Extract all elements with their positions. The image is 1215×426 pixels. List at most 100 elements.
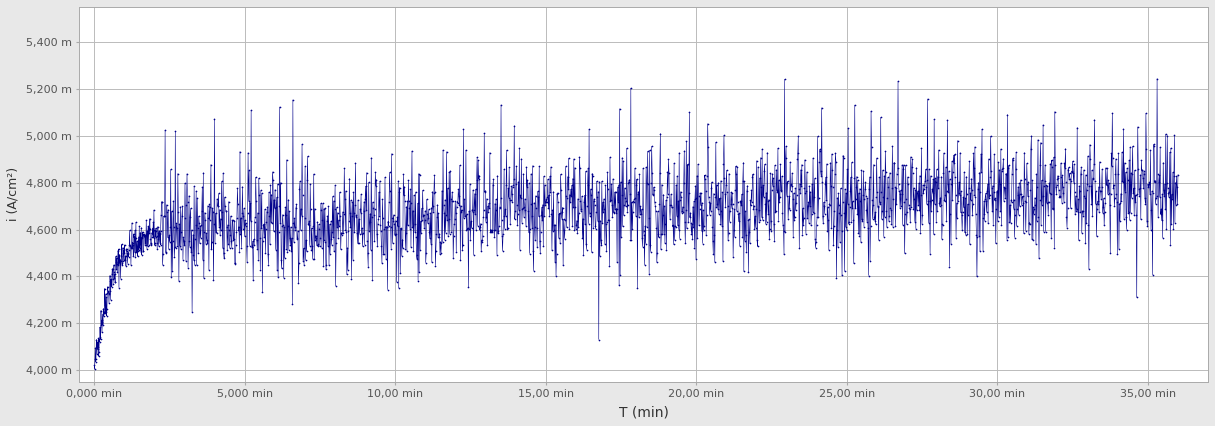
Point xyxy=(626,165,645,172)
Point xyxy=(146,227,165,234)
Point xyxy=(598,219,617,225)
Point xyxy=(391,225,411,232)
Point xyxy=(153,250,173,257)
Point xyxy=(372,228,391,235)
Point xyxy=(702,178,722,185)
Point xyxy=(1016,198,1035,205)
Point xyxy=(224,235,243,242)
Point xyxy=(584,198,604,205)
Point xyxy=(882,185,902,192)
Point xyxy=(1081,182,1101,189)
Point xyxy=(1121,170,1141,176)
Point xyxy=(785,185,804,192)
Point xyxy=(1125,167,1145,173)
Point xyxy=(1140,181,1159,187)
Point xyxy=(649,234,668,241)
Point xyxy=(810,146,830,153)
Point xyxy=(731,198,751,205)
Point xyxy=(157,201,176,208)
Point xyxy=(294,245,313,252)
Point xyxy=(773,173,792,179)
Point xyxy=(147,227,166,234)
Point xyxy=(317,261,337,268)
Point xyxy=(1158,132,1177,139)
Point xyxy=(594,206,614,213)
Point xyxy=(445,220,464,227)
Point xyxy=(1153,159,1172,166)
Point xyxy=(895,211,915,218)
Point xyxy=(107,260,126,267)
Point xyxy=(146,234,165,241)
Point xyxy=(350,216,369,223)
Point xyxy=(226,259,245,266)
Point xyxy=(205,239,225,246)
Point xyxy=(566,222,586,228)
Point xyxy=(159,232,179,239)
Point xyxy=(488,230,508,237)
Point xyxy=(1058,166,1078,173)
Point xyxy=(701,185,720,192)
Point xyxy=(293,191,312,198)
Point xyxy=(563,182,582,189)
Point xyxy=(666,182,685,189)
Point xyxy=(953,209,972,216)
Point xyxy=(90,324,109,331)
Point xyxy=(287,234,306,241)
Point xyxy=(696,188,716,195)
Point xyxy=(163,267,182,274)
Point xyxy=(652,230,672,237)
Point xyxy=(955,229,974,236)
Point xyxy=(321,218,340,225)
Point xyxy=(741,202,761,209)
Point xyxy=(751,184,770,190)
Point xyxy=(345,229,364,236)
Point xyxy=(1056,178,1075,185)
Point xyxy=(283,96,303,103)
Point xyxy=(852,216,871,223)
Point xyxy=(887,201,906,207)
Point xyxy=(151,230,170,236)
Point xyxy=(1146,195,1165,201)
Point xyxy=(1132,167,1152,174)
Point xyxy=(118,260,137,267)
Point xyxy=(745,202,764,209)
Point xyxy=(1000,201,1019,208)
Point xyxy=(642,143,661,150)
Point xyxy=(1013,200,1033,207)
Point xyxy=(1062,177,1081,184)
Point xyxy=(305,256,324,263)
Point xyxy=(409,172,429,178)
Point xyxy=(688,172,707,179)
Point xyxy=(792,231,812,238)
Point xyxy=(802,181,821,187)
Point xyxy=(1111,218,1130,225)
Point xyxy=(1101,190,1120,197)
Point xyxy=(224,217,243,224)
Point xyxy=(727,171,746,178)
Point xyxy=(533,242,553,249)
Point xyxy=(139,223,158,230)
Point xyxy=(663,241,683,248)
Point xyxy=(309,221,328,227)
Point xyxy=(618,180,638,187)
Point xyxy=(256,219,276,225)
Point xyxy=(671,197,690,204)
Point xyxy=(750,219,769,225)
Point xyxy=(230,223,249,230)
Point xyxy=(717,181,736,188)
Point xyxy=(1162,145,1181,152)
Point xyxy=(553,262,572,269)
Point xyxy=(720,207,740,214)
Point xyxy=(120,243,140,250)
Point xyxy=(842,218,861,225)
Point xyxy=(730,198,750,204)
Point xyxy=(531,212,550,219)
Point xyxy=(1066,211,1085,218)
Point xyxy=(797,188,816,195)
Point xyxy=(1053,189,1073,196)
Point xyxy=(330,212,350,219)
Point xyxy=(153,262,173,268)
Point xyxy=(315,205,334,212)
Point xyxy=(467,226,486,233)
Point xyxy=(509,206,529,213)
